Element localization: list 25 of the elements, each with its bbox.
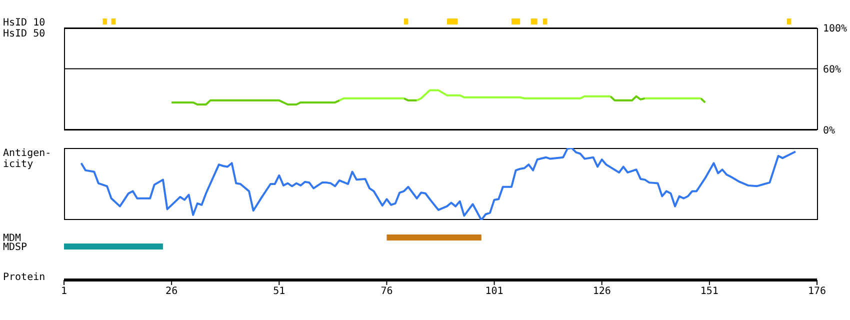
y-axis-title: Antigen- icity	[3, 148, 52, 170]
y-tick-label: 100%	[823, 24, 848, 35]
x-tick-label: 101	[485, 286, 504, 298]
x-tick-label: 76	[380, 286, 393, 298]
x-tick-label: 1	[60, 286, 68, 298]
x-tick-label: 51	[273, 286, 286, 298]
bar	[446, 18, 458, 24]
y-tick-label: 0%	[823, 126, 836, 137]
y-tick-label: MDM	[3, 233, 22, 244]
x-tick-label: 151	[700, 286, 718, 298]
y-tick-label: 60%	[823, 64, 842, 76]
x-tick-label: 176	[808, 286, 826, 298]
x-tick-label: 26	[166, 286, 178, 298]
bar	[111, 18, 116, 24]
bar	[404, 18, 408, 24]
x-axis-title: Protein	[3, 272, 46, 283]
bar	[102, 18, 108, 24]
bar	[530, 18, 538, 24]
bar	[511, 18, 520, 24]
bar	[542, 18, 548, 24]
y-tick-label: HsID 10	[3, 18, 46, 28]
y-tick-label: HsID 50	[3, 28, 46, 40]
bar	[786, 18, 792, 24]
y-tick-label: MDSP	[3, 242, 28, 253]
x-tick-label: 126	[592, 286, 611, 298]
